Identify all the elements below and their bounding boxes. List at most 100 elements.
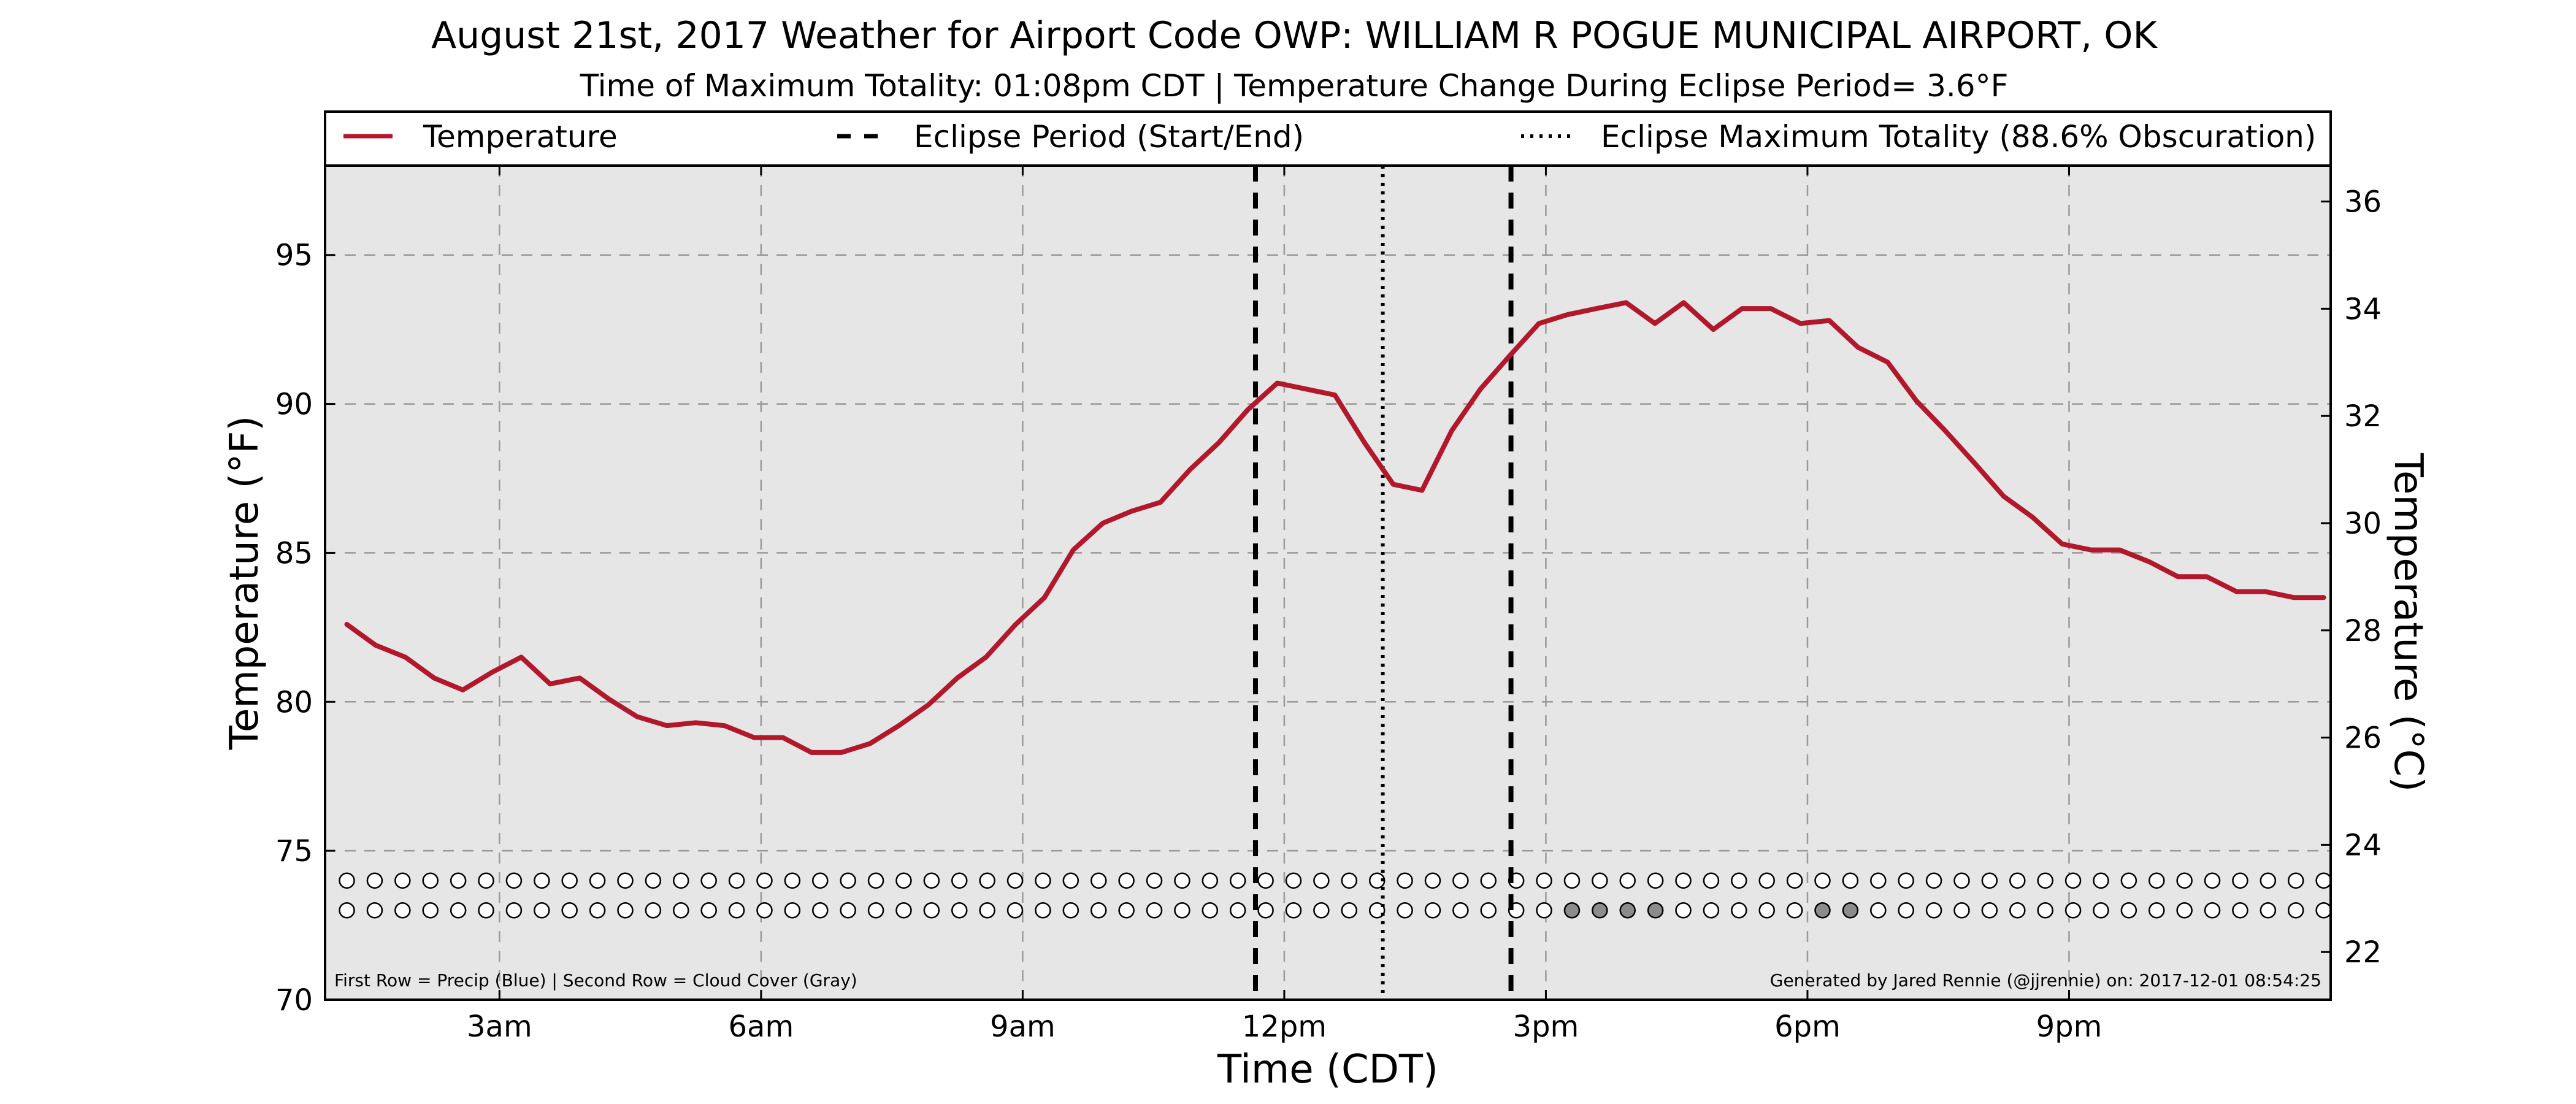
precip-marker <box>784 872 801 889</box>
cloud-cover-marker <box>2232 902 2248 919</box>
precip-marker <box>1480 872 1497 889</box>
precip-marker <box>422 872 439 889</box>
precip-marker <box>2260 872 2277 889</box>
footnote-right: Generated by Jared Rennie (@jjrennie) on… <box>1770 970 2321 991</box>
precip-marker <box>1424 872 1441 889</box>
precip-marker <box>840 872 856 889</box>
precip-marker <box>394 872 411 889</box>
cloud-cover-marker <box>1368 902 1386 919</box>
cloud-cover-marker <box>1563 902 1581 919</box>
cloud-cover-marker <box>1202 902 1219 919</box>
precip-marker <box>1285 872 1302 889</box>
cloud-cover-marker <box>1619 902 1636 919</box>
precip-marker <box>561 872 578 889</box>
cloud-cover-marker <box>1953 902 1970 919</box>
precip-marker <box>1536 872 1552 889</box>
y-right-tick-label: 24 <box>2344 828 2382 862</box>
precip-marker <box>1786 872 1803 889</box>
precip-marker <box>2176 872 2193 889</box>
precip-marker <box>450 872 467 889</box>
precip-marker <box>951 872 968 889</box>
cloud-cover-marker <box>1146 902 1163 919</box>
cloud-cover-marker <box>2120 902 2137 919</box>
precip-marker <box>1257 872 1274 889</box>
y-tick-label: 85 <box>275 536 313 570</box>
cloud-cover-marker <box>478 902 494 919</box>
cloud-cover-marker <box>2287 902 2304 919</box>
cloud-cover-marker <box>2260 902 2277 919</box>
precip-marker <box>1006 872 1024 889</box>
precip-marker <box>478 872 494 889</box>
cloud-cover-marker <box>1842 902 1859 919</box>
precip-marker <box>1981 872 1998 889</box>
precip-marker <box>1758 872 1775 889</box>
cloud-cover-marker <box>1285 902 1302 919</box>
cloud-cover-marker <box>534 902 550 919</box>
cloud-cover-marker <box>1118 902 1135 919</box>
y-tick-label: 90 <box>275 388 313 422</box>
cloud-cover-marker <box>1424 902 1441 919</box>
cloud-cover-marker <box>840 902 856 919</box>
precip-marker <box>1675 872 1692 889</box>
cloud-cover-marker <box>1898 902 1914 919</box>
series-group <box>344 300 2326 755</box>
cloud-cover-marker <box>1536 902 1552 919</box>
precip-marker <box>2149 872 2165 889</box>
cloud-cover-marker <box>1480 902 1497 919</box>
cloud-cover-marker <box>1229 902 1246 919</box>
cloud-cover-marker <box>2009 902 2026 919</box>
cloud-cover-marker <box>394 902 411 919</box>
cloud-cover-marker <box>756 902 773 919</box>
precip-marker <box>2204 872 2221 889</box>
cloud-cover-marker <box>923 902 940 919</box>
legend-box <box>324 110 2332 167</box>
cloud-cover-marker <box>1257 902 1274 919</box>
precip-marker <box>2009 872 2026 889</box>
cloud-cover-marker <box>2064 902 2082 919</box>
legend-eclipse-max-label: Eclipse Maximum Totality (88.6% Obscurat… <box>1601 119 2316 155</box>
cloud-cover-marker <box>1814 902 1831 919</box>
cloud-cover-marker <box>366 902 383 919</box>
eclipse-lines <box>1252 166 1514 1000</box>
precip-marker <box>923 872 940 889</box>
x-tick-label: 3pm <box>1513 1010 1579 1044</box>
cloud-cover-marker <box>784 902 801 919</box>
cloud-cover-marker <box>1675 902 1692 919</box>
precip-marker <box>1619 872 1636 889</box>
cloud-cover-marker <box>812 902 829 919</box>
cloud-cover-marker <box>1035 902 1051 919</box>
y-right-tick-label: 30 <box>2344 507 2382 541</box>
cloud-cover-marker <box>2204 902 2221 919</box>
cloud-cover-marker <box>1090 902 1107 919</box>
cloud-cover-marker <box>2176 902 2193 919</box>
precip-marker <box>895 872 912 889</box>
precip-marker <box>2120 872 2137 889</box>
y-right-tick-label: 26 <box>2344 721 2382 756</box>
y-right-tick-label: 34 <box>2344 292 2382 326</box>
cloud-cover-marker <box>1592 902 1608 919</box>
axis-ticks: 3am 6am 9am 12pm 3pm 6pm 9pm 70 75 80 85 90 95 22 24 26… <box>275 166 2382 1044</box>
precip-marker <box>1313 872 1330 889</box>
cloud-cover-marker <box>2093 902 2109 919</box>
precip-marker <box>2232 872 2248 889</box>
y-right-tick-label: 28 <box>2344 614 2382 648</box>
cloud-cover-marker <box>728 902 745 919</box>
precip-marker <box>2287 872 2304 889</box>
cloud-cover-marker <box>1758 902 1775 919</box>
precip-marker <box>1341 872 1358 889</box>
cloud-cover-marker <box>2315 902 2332 919</box>
plot-area <box>325 166 2331 1000</box>
footnote-left: First Row = Precip (Blue) | Second Row =… <box>334 970 857 991</box>
x-tick-label: 12pm <box>1242 1010 1327 1044</box>
cloud-cover-marker <box>1062 902 1079 919</box>
cloud-cover-marker <box>617 902 634 919</box>
cloud-cover-marker <box>645 902 662 919</box>
precip-marker <box>2064 872 2082 889</box>
precip-marker <box>1118 872 1135 889</box>
precip-marker <box>2315 872 2332 889</box>
cloud-cover-marker <box>1174 902 1190 919</box>
precip-marker <box>1647 872 1664 889</box>
y-tick-label: 75 <box>275 834 313 868</box>
cloud-cover-marker <box>561 902 578 919</box>
